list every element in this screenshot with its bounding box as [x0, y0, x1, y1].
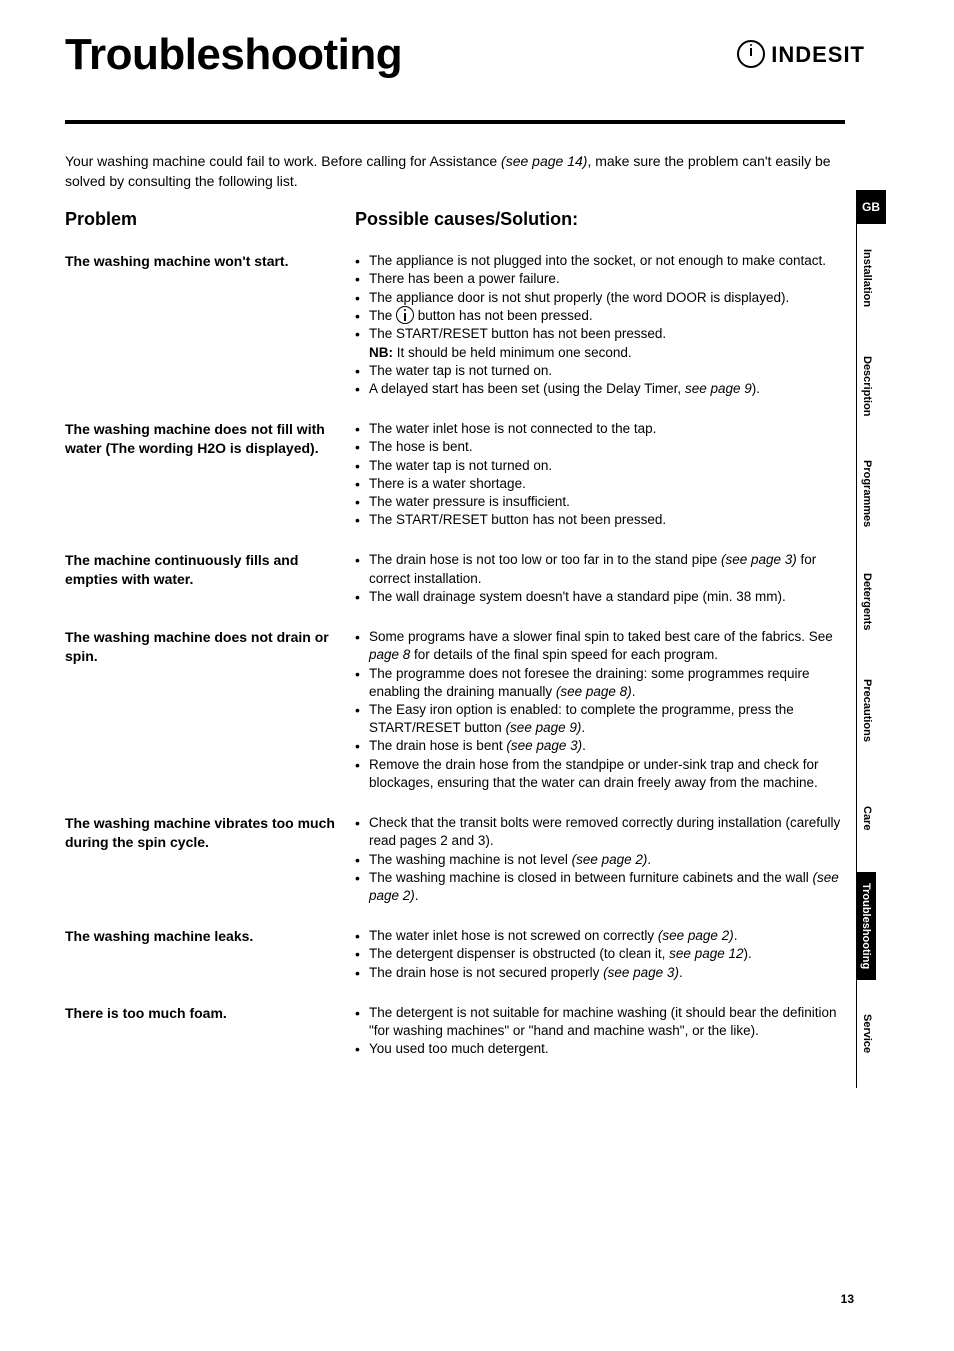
intro-pre: Your washing machine could fail to work.… — [65, 153, 501, 169]
cause-item: The detergent dispenser is obstructed (t… — [355, 945, 855, 963]
cause-item: The appliance is not plugged into the so… — [355, 252, 855, 270]
troubleshooting-row: The washing machine vibrates too much du… — [65, 814, 855, 905]
lang-tab: GB — [856, 190, 886, 224]
causes-list: The water inlet hose is not connected to… — [355, 420, 855, 529]
cause-item: Some programs have a slower final spin t… — [355, 628, 855, 664]
problem-text: The washing machine does not fill with w… — [65, 420, 355, 458]
section-tab[interactable]: Installation — [856, 224, 877, 332]
troubleshooting-row: The machine continuously fills and empti… — [65, 551, 855, 606]
section-tab[interactable]: Care — [856, 764, 877, 872]
cause-item: The appliance door is not shut properly … — [355, 289, 855, 307]
cause-item: The button has not been pressed. — [355, 307, 855, 325]
problem-heading: Problem — [65, 209, 355, 230]
section-tab[interactable]: Description — [856, 332, 877, 440]
causes-list: Some programs have a slower final spin t… — [355, 628, 855, 792]
cause-item: The water inlet hose is not connected to… — [355, 420, 855, 438]
causes-list: Check that the transit bolts were remove… — [355, 814, 855, 905]
problem-text: The washing machine does not drain or sp… — [65, 628, 355, 666]
cause-item: There is a water shortage. — [355, 475, 855, 493]
cause-item: The water tap is not turned on. — [355, 362, 855, 380]
page-header: Troubleshooting INDESIT — [65, 30, 865, 80]
problem-text: The machine continuously fills and empti… — [65, 551, 355, 589]
section-tab[interactable]: Troubleshooting — [856, 872, 876, 980]
cause-item: The START/RESET button has not been pres… — [355, 325, 855, 361]
cause-item: The washing machine is closed in between… — [355, 869, 855, 905]
troubleshooting-row: There is too much foam.The detergent is … — [65, 1004, 855, 1059]
causes-list: The water inlet hose is not screwed on c… — [355, 927, 855, 982]
cause-item: The Easy iron option is enabled: to comp… — [355, 701, 855, 737]
cause-item: The wall drainage system doesn't have a … — [355, 588, 855, 606]
problem-text: The washing machine leaks. — [65, 927, 355, 946]
problem-text: The washing machine won't start. — [65, 252, 355, 271]
cause-item: The drain hose is not secured properly (… — [355, 964, 855, 982]
causes-list: The appliance is not plugged into the so… — [355, 252, 855, 398]
power-icon — [396, 306, 414, 324]
cause-item: The drain hose is bent (see page 3). — [355, 737, 855, 755]
cause-item: A delayed start has been set (using the … — [355, 380, 855, 398]
cause-item: The washing machine is not level (see pa… — [355, 851, 855, 869]
section-tab[interactable]: Programmes — [856, 440, 877, 548]
cause-item: Check that the transit bolts were remove… — [355, 814, 855, 850]
section-tab[interactable]: Service — [856, 980, 877, 1088]
cause-item: The water pressure is insufficient. — [355, 493, 855, 511]
page-title: Troubleshooting — [65, 30, 402, 80]
cause-item: The water tap is not turned on. — [355, 457, 855, 475]
intro-text: Your washing machine could fail to work.… — [65, 152, 835, 191]
causes-list: The drain hose is not too low or too far… — [355, 551, 855, 606]
troubleshooting-row: The washing machine does not drain or sp… — [65, 628, 855, 792]
intro-ref: (see page 14) — [501, 153, 587, 169]
troubleshooting-row: The washing machine won't start.The appl… — [65, 252, 855, 398]
cause-item: The water inlet hose is not screwed on c… — [355, 927, 855, 945]
cause-item: You used too much detergent. — [355, 1040, 855, 1058]
page-number: 13 — [841, 1292, 854, 1306]
problem-text: There is too much foam. — [65, 1004, 355, 1023]
causes-list: The detergent is not suitable for machin… — [355, 1004, 855, 1059]
header-rule — [65, 120, 845, 124]
troubleshooting-table: Problem Possible causes/Solution: — [65, 209, 855, 252]
section-tab[interactable]: Precautions — [856, 656, 877, 764]
section-tab[interactable]: Detergents — [856, 548, 877, 656]
brand-text: INDESIT — [771, 42, 865, 68]
cause-item: There has been a power failure. — [355, 270, 855, 288]
cause-item: Remove the drain hose from the standpipe… — [355, 756, 855, 792]
cause-item: The detergent is not suitable for machin… — [355, 1004, 855, 1040]
section-tabs: GB InstallationDescriptionProgrammesDete… — [856, 190, 886, 1088]
logo-icon — [737, 40, 765, 68]
troubleshooting-row: The washing machine leaks.The water inle… — [65, 927, 855, 982]
cause-item: The hose is bent. — [355, 438, 855, 456]
problem-text: The washing machine vibrates too much du… — [65, 814, 355, 852]
cause-item: The programme does not foresee the drain… — [355, 665, 855, 701]
cause-item: The START/RESET button has not been pres… — [355, 511, 855, 529]
brand-logo: INDESIT — [737, 41, 865, 69]
troubleshooting-row: The washing machine does not fill with w… — [65, 420, 855, 529]
cause-item: The drain hose is not too low or too far… — [355, 551, 855, 587]
causes-heading: Possible causes/Solution: — [355, 209, 855, 230]
